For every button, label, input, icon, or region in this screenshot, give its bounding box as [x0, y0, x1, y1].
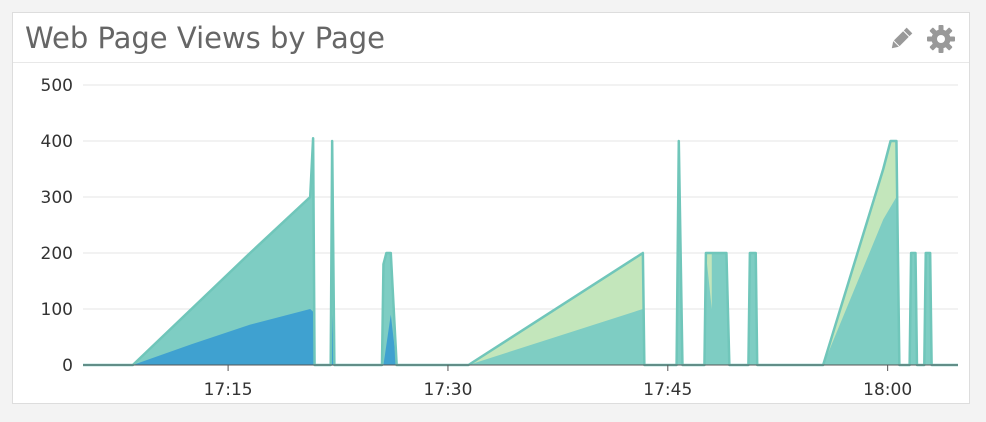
panel-header: Web Page Views by Page	[13, 13, 969, 63]
dashboard-panel: Web Page Views by Page	[12, 12, 970, 404]
y-tick-label: 500	[41, 76, 73, 96]
chart-area: 0 100 200 300 400 500 17:15 17:30 17:45 18:00	[13, 63, 969, 403]
x-tick-label: 17:30	[423, 380, 472, 400]
panel-tools	[885, 23, 957, 55]
series-area-green-1	[705, 253, 712, 309]
series-area-total	[83, 138, 958, 365]
x-tick-label: 18:00	[863, 380, 912, 400]
pencil-icon[interactable]	[885, 23, 917, 55]
y-tick-labels: 0 100 200 300 400 500	[41, 76, 73, 376]
x-tick-label: 17:45	[643, 380, 692, 400]
series-area-blue	[83, 309, 958, 365]
y-tick-label: 200	[41, 244, 73, 264]
axes	[83, 364, 958, 371]
y-tick-label: 0	[62, 356, 73, 376]
x-tick-labels: 17:15 17:30 17:45 18:00	[204, 380, 913, 400]
y-tick-label: 300	[41, 188, 73, 208]
series-layer	[83, 136, 958, 367]
area-chart: 0 100 200 300 400 500 17:15 17:30 17:45 18:00	[41, 76, 958, 400]
x-tick-label: 17:15	[204, 380, 253, 400]
y-tick-label: 400	[41, 132, 73, 152]
y-tick-label: 100	[41, 300, 73, 320]
gear-icon[interactable]	[925, 23, 957, 55]
panel-title: Web Page Views by Page	[25, 21, 386, 55]
